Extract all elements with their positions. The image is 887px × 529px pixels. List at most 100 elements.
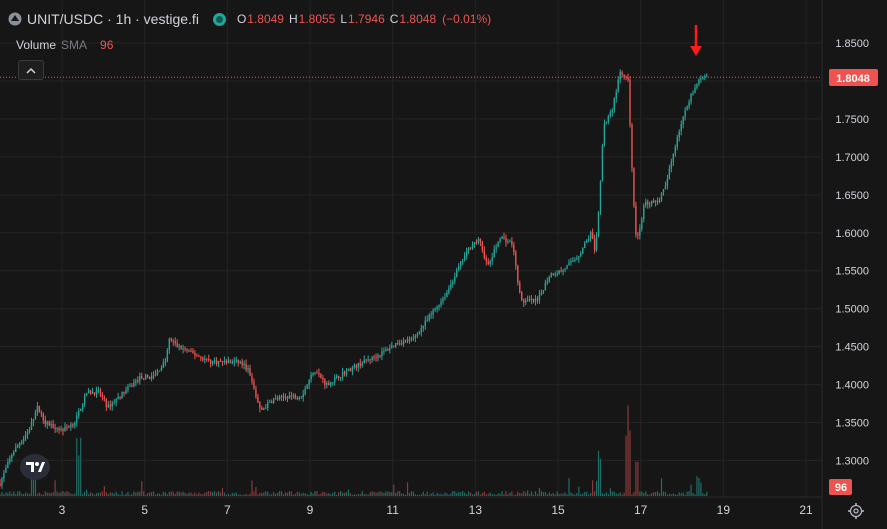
candle-body <box>652 200 655 203</box>
volume-bar <box>355 494 357 496</box>
volume-bar <box>493 494 495 496</box>
candle-body <box>109 404 111 407</box>
candle-body <box>560 270 562 272</box>
volume-legend[interactable]: Volume SMA 96 <box>16 38 113 52</box>
candle-body <box>607 116 610 122</box>
candle-body <box>670 161 673 169</box>
candle-body <box>239 361 241 363</box>
volume-bar <box>340 491 342 496</box>
candle-body <box>204 358 206 360</box>
volume-bar <box>326 493 328 496</box>
candle-body <box>278 396 281 400</box>
volume-bar <box>595 480 598 496</box>
candle-body <box>274 398 277 400</box>
candle-body <box>650 200 653 205</box>
tradingview-logo[interactable] <box>20 454 50 480</box>
collapse-legend-button[interactable] <box>18 60 44 80</box>
candle-body <box>270 401 273 403</box>
candle-body <box>694 87 696 94</box>
volume-bar <box>593 491 596 496</box>
candle-body <box>296 397 298 399</box>
candle-body <box>129 385 131 387</box>
volume-bar <box>495 494 497 496</box>
time-tick-label: 15 <box>551 503 565 517</box>
candle-body <box>32 419 35 422</box>
time-axis[interactable]: 3 5 7 9 11 13 15 17 19 21 <box>0 496 822 517</box>
gear-icon[interactable] <box>847 502 865 520</box>
candle-body <box>487 261 489 265</box>
volume-bar <box>62 491 64 496</box>
volume-bar <box>194 492 196 496</box>
volume-bar <box>542 492 544 496</box>
volume-bar <box>9 491 11 496</box>
volume-bar <box>225 494 228 496</box>
candle-body <box>206 358 208 360</box>
candle-body <box>528 299 531 301</box>
ohlc-low: L1.7946 <box>340 12 385 26</box>
volume-bar <box>572 493 574 496</box>
candle-body <box>481 241 484 251</box>
candle-body <box>461 260 464 262</box>
candle-body <box>430 314 432 316</box>
pair-title[interactable]: UNIT/USDC · 1h · vestige.fi <box>27 11 199 27</box>
candle-body <box>690 93 692 103</box>
candle-body <box>633 168 635 206</box>
volume-bar <box>477 491 480 496</box>
candle-body <box>168 338 171 351</box>
candle-body <box>202 357 204 360</box>
candle-body <box>28 429 31 433</box>
volume-bar <box>574 494 576 496</box>
volume-bar <box>471 494 474 496</box>
candle-body <box>381 351 383 357</box>
candle-body <box>664 185 667 190</box>
candle-body <box>36 405 39 413</box>
candle-body <box>172 340 174 342</box>
candle-body <box>184 348 186 350</box>
candle-body <box>666 179 669 186</box>
candle-body <box>333 377 336 383</box>
volume-bar <box>314 491 316 496</box>
volume-bar <box>491 494 493 496</box>
candle-body <box>11 454 13 459</box>
arrow-head <box>690 46 702 56</box>
candle-body <box>523 299 525 303</box>
volume-bar <box>688 491 690 496</box>
candle-body <box>570 261 572 263</box>
candle-body <box>46 421 48 425</box>
volume-bar <box>397 491 399 496</box>
ohlc-high: H1.8055 <box>288 12 336 26</box>
volume-bar <box>631 494 633 496</box>
volume-sma-value: 96 <box>100 38 114 52</box>
volume-bar <box>139 491 141 496</box>
volume-bar <box>662 491 665 496</box>
volume-bar <box>576 493 578 496</box>
volume-bar <box>375 492 377 496</box>
candle-body <box>672 153 675 162</box>
volume-bar <box>349 493 352 496</box>
candle-body <box>605 121 608 124</box>
candle-body <box>306 384 308 389</box>
volume-bar <box>464 492 466 496</box>
volume-bar <box>23 494 25 496</box>
volume-bar <box>529 493 531 496</box>
volume-bar <box>133 491 135 496</box>
volume-bar <box>76 438 78 496</box>
candle-body <box>400 343 403 345</box>
candle-body <box>542 290 545 293</box>
candle-body <box>213 360 216 362</box>
candle-body <box>223 360 226 363</box>
candle-body <box>564 268 566 270</box>
candle-body <box>434 309 436 311</box>
candle-body <box>131 385 133 387</box>
volume-bar <box>373 491 375 496</box>
candle-body <box>337 375 340 379</box>
volume-bar <box>5 492 7 496</box>
candle-body <box>343 372 346 375</box>
volume-bar <box>119 494 121 496</box>
candle-body <box>18 443 21 446</box>
volume-bar <box>46 492 48 496</box>
volume-bar <box>639 491 641 496</box>
volume-bar <box>586 491 588 496</box>
volume-bar <box>330 494 332 496</box>
